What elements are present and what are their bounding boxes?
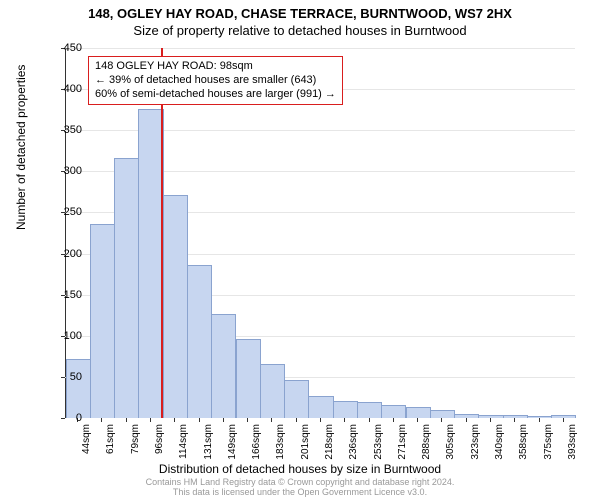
ytick-label: 450 [64, 42, 82, 54]
xtick-mark [441, 418, 442, 422]
xtick-mark [247, 418, 248, 422]
x-axis-label: Distribution of detached houses by size … [0, 462, 600, 476]
footer-line1: Contains HM Land Registry data © Crown c… [0, 477, 600, 487]
histogram-bar [163, 195, 188, 418]
histogram-bar [357, 402, 382, 418]
histogram-bar [66, 359, 91, 418]
histogram-bar [114, 158, 139, 418]
y-axis-label: Number of detached properties [14, 65, 28, 230]
xtick-mark [223, 418, 224, 422]
histogram-bar [333, 401, 358, 418]
xtick-mark [490, 418, 491, 422]
xtick-label: 114sqm [178, 424, 189, 459]
ytick-label: 50 [70, 371, 82, 383]
xtick-label: 236sqm [348, 424, 359, 460]
xtick-mark [563, 418, 564, 422]
annotation-line2: ← 39% of detached houses are smaller (64… [95, 74, 336, 88]
xtick-mark [393, 418, 394, 422]
xtick-label: 305sqm [445, 424, 456, 460]
annotation-box: 148 OGLEY HAY ROAD: 98sqm← 39% of detach… [88, 56, 343, 105]
xtick-mark [344, 418, 345, 422]
xtick-label: 253sqm [373, 424, 384, 460]
annotation-line3: 60% of semi-detached houses are larger (… [95, 88, 336, 102]
ytick-label: 350 [64, 124, 82, 136]
title-line1: 148, OGLEY HAY ROAD, CHASE TERRACE, BURN… [0, 0, 600, 21]
xtick-label: 375sqm [543, 424, 554, 460]
xtick-label: 393sqm [567, 424, 578, 460]
xtick-label: 79sqm [130, 424, 141, 454]
grid-line [65, 48, 575, 49]
ytick-label: 200 [64, 248, 82, 260]
annotation-line1: 148 OGLEY HAY ROAD: 98sqm [95, 60, 336, 74]
xtick-mark [369, 418, 370, 422]
xtick-label: 288sqm [421, 424, 432, 460]
xtick-mark [271, 418, 272, 422]
histogram-bar [551, 415, 576, 418]
xtick-label: 323sqm [470, 424, 481, 460]
histogram-bar [381, 405, 406, 418]
histogram-bar [260, 364, 285, 418]
histogram-bar [454, 414, 479, 418]
xtick-mark [514, 418, 515, 422]
ytick-label: 0 [76, 412, 82, 424]
xtick-mark [174, 418, 175, 422]
xtick-mark [466, 418, 467, 422]
histogram-bar [308, 396, 333, 418]
xtick-label: 218sqm [324, 424, 335, 460]
histogram-bar [284, 380, 309, 418]
xtick-label: 131sqm [203, 424, 214, 460]
histogram-bar [211, 314, 236, 418]
title-line2: Size of property relative to detached ho… [0, 21, 600, 38]
xtick-label: 358sqm [518, 424, 529, 460]
histogram-bar [236, 339, 261, 418]
xtick-label: 340sqm [494, 424, 505, 460]
xtick-label: 61sqm [105, 424, 116, 454]
ytick-label: 250 [64, 206, 82, 218]
xtick-mark [296, 418, 297, 422]
ytick-label: 300 [64, 165, 82, 177]
xtick-label: 166sqm [251, 424, 262, 460]
xtick-label: 271sqm [397, 424, 408, 460]
xtick-label: 201sqm [300, 424, 311, 460]
histogram-bar [90, 224, 115, 418]
xtick-mark [320, 418, 321, 422]
xtick-mark [150, 418, 151, 422]
xtick-mark [126, 418, 127, 422]
footer: Contains HM Land Registry data © Crown c… [0, 477, 600, 497]
ytick-label: 400 [64, 83, 82, 95]
histogram-bar [503, 415, 528, 418]
ytick-mark [61, 418, 65, 419]
xtick-mark [199, 418, 200, 422]
chart-container: 148, OGLEY HAY ROAD, CHASE TERRACE, BURN… [0, 0, 600, 500]
footer-line2: This data is licensed under the Open Gov… [0, 487, 600, 497]
histogram-bar [406, 407, 431, 418]
histogram-bar [187, 265, 212, 418]
xtick-label: 96sqm [154, 424, 165, 454]
ytick-label: 100 [64, 330, 82, 342]
xtick-mark [101, 418, 102, 422]
xtick-mark [539, 418, 540, 422]
xtick-label: 183sqm [275, 424, 286, 460]
xtick-mark [417, 418, 418, 422]
ytick-mark [61, 377, 65, 378]
histogram-bar [430, 410, 455, 418]
histogram-bar [527, 416, 552, 418]
ytick-label: 150 [64, 289, 82, 301]
xtick-label: 149sqm [227, 424, 238, 460]
xtick-label: 44sqm [81, 424, 92, 454]
